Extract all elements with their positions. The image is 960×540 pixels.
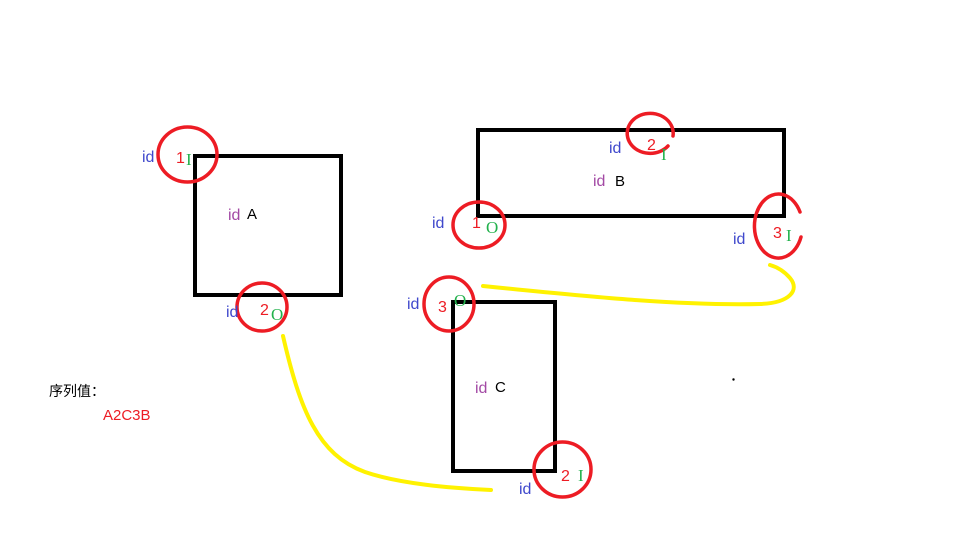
port-c3-id-label: id — [407, 296, 419, 313]
port-b2: id 2 I — [609, 111, 675, 164]
port-c3-number: 3 — [438, 299, 447, 316]
link-c3-b3 — [481, 263, 796, 307]
link-a2-c2 — [281, 334, 493, 492]
port-b1-direction: O — [486, 218, 498, 237]
node-a-id-label: id — [228, 207, 240, 224]
port-a1-direction: I — [186, 150, 192, 169]
port-c3-marker — [422, 275, 476, 333]
sequence-label: 序列值： — [49, 384, 105, 400]
port-a1: id 1 I — [142, 125, 219, 184]
node-a: id A id 1 I id 2 O — [142, 125, 343, 333]
sequence-annotation: 序列值： A2C3B — [49, 384, 151, 424]
node-b-id-label: id — [593, 173, 605, 190]
port-a2-marker — [235, 281, 289, 333]
port-b1-id-label: id — [432, 215, 444, 232]
node-c: id C id 2 I id 3 O — [407, 275, 593, 499]
port-b3-marker — [752, 192, 803, 260]
port-b3: id 3 I — [733, 192, 803, 260]
node-a-box — [193, 154, 343, 297]
port-a2: id 2 O — [226, 281, 289, 333]
port-b3-direction: I — [786, 226, 792, 245]
port-b1-number: 1 — [472, 215, 481, 232]
port-a2-direction: O — [271, 305, 283, 324]
node-c-box — [451, 300, 557, 473]
port-c3-direction: O — [454, 291, 466, 310]
port-c2-marker — [532, 440, 593, 499]
node-b: id B id 1 O id 2 I id 3 I — [432, 111, 803, 260]
port-b2-direction: I — [661, 145, 667, 164]
port-c2-id-label: id — [519, 481, 531, 498]
node-b-box — [476, 128, 786, 218]
port-b2-id-label: id — [609, 140, 621, 157]
stray-dot — [732, 378, 735, 381]
port-a1-id-label: id — [142, 149, 154, 166]
port-b3-id-label: id — [733, 231, 745, 248]
node-c-name: C — [495, 379, 506, 396]
port-a1-number: 1 — [176, 150, 185, 167]
port-b1-marker — [451, 200, 507, 250]
port-b2-marker — [625, 111, 675, 156]
sequence-value: A2C3B — [103, 407, 151, 424]
node-c-id-label: id — [475, 380, 487, 397]
port-a1-marker — [156, 125, 219, 184]
node-b-name: B — [615, 173, 625, 190]
port-b3-number: 3 — [773, 225, 782, 242]
port-c2-direction: I — [578, 466, 584, 485]
port-a2-id-label: id — [226, 304, 238, 321]
port-c3: id 3 O — [407, 275, 476, 333]
port-c2-number: 2 — [561, 468, 570, 485]
port-c2: id 2 I — [519, 440, 593, 499]
port-b2-number: 2 — [647, 137, 656, 154]
port-b1: id 1 O — [432, 200, 507, 250]
port-a2-number: 2 — [260, 302, 269, 319]
node-a-name: A — [247, 206, 257, 223]
